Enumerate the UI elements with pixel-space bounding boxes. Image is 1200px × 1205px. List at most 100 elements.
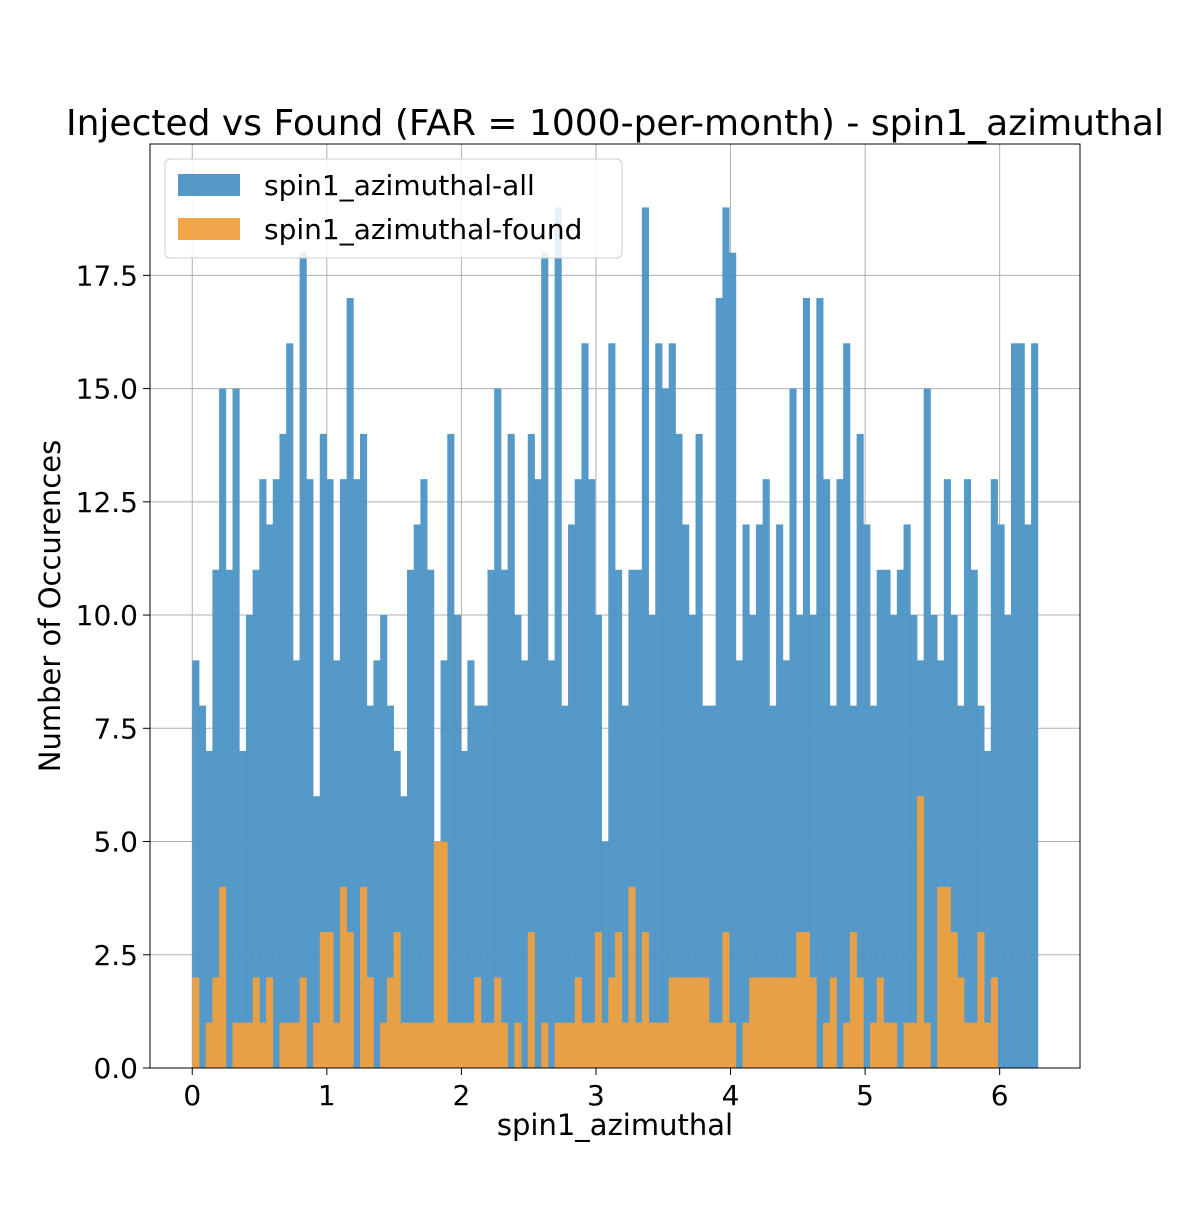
- histogram-bar: [628, 569, 636, 1068]
- histogram-bar: [755, 977, 764, 1068]
- histogram-bar: [453, 615, 462, 1068]
- histogram-bar: [883, 1022, 891, 1068]
- histogram-bar: [789, 977, 797, 1068]
- histogram-bar: [755, 524, 764, 1068]
- x-tick-label: 5: [856, 1079, 874, 1112]
- histogram-bar: [474, 705, 482, 1068]
- histogram-bar: [286, 343, 294, 1068]
- histogram-bar: [406, 1022, 415, 1068]
- histogram-bar: [333, 1022, 341, 1068]
- histogram-bar: [467, 1022, 475, 1068]
- histogram-bar: [266, 977, 274, 1068]
- histogram-bar: [514, 615, 522, 1068]
- histogram-bar: [688, 615, 696, 1068]
- histogram-bar: [393, 932, 401, 1068]
- histogram-bar: [870, 705, 878, 1068]
- histogram-bar: [292, 660, 301, 1068]
- y-tick-label: 2.5: [93, 939, 138, 972]
- histogram-bar: [198, 705, 207, 1068]
- histogram-bar: [823, 1022, 831, 1068]
- histogram-bar: [192, 977, 200, 1068]
- series-found-bars: [192, 796, 998, 1068]
- histogram-bar: [769, 977, 777, 1068]
- histogram-bar: [635, 1022, 643, 1068]
- histogram-bar: [715, 1022, 723, 1068]
- histogram-bar: [608, 977, 616, 1068]
- histogram-bar: [447, 1022, 455, 1068]
- histogram-bar: [708, 1022, 717, 1068]
- histogram-bar: [843, 1022, 851, 1068]
- histogram-bar: [870, 1022, 878, 1068]
- histogram-bar: [480, 705, 488, 1068]
- histogram-bar: [997, 524, 1005, 1068]
- histogram-bar: [742, 1022, 750, 1068]
- histogram-bar: [541, 252, 549, 1069]
- histogram-bar: [735, 660, 743, 1068]
- histogram-bar: [205, 1022, 213, 1068]
- histogram-bar: [259, 479, 267, 1068]
- x-axis-label: spin1_azimuthal: [497, 1108, 733, 1142]
- y-tick-label: 10.0: [76, 599, 138, 632]
- histogram-bar: [554, 1022, 562, 1068]
- histogram-bar: [507, 433, 515, 1069]
- histogram-bar: [561, 705, 569, 1068]
- histogram-bar: [977, 932, 985, 1068]
- y-tick-label: 7.5: [93, 712, 138, 745]
- histogram-bar: [487, 1022, 495, 1068]
- histogram-bar: [386, 977, 394, 1068]
- histogram-bar: [957, 705, 965, 1068]
- chart-title: Injected vs Found (FAR = 1000-per-month)…: [66, 103, 1164, 144]
- histogram-bar: [836, 479, 844, 1068]
- histogram-bar: [849, 932, 857, 1068]
- histogram-bar: [1010, 343, 1019, 1068]
- x-tick-label: 0: [183, 1079, 201, 1112]
- histogram-bar: [729, 252, 737, 1069]
- histogram-bar: [876, 977, 884, 1068]
- histogram-bar: [648, 1022, 656, 1068]
- histogram-bar: [245, 1022, 254, 1068]
- histogram-bar: [420, 1022, 428, 1068]
- histogram-bar: [943, 479, 951, 1068]
- histogram-bar: [514, 1022, 522, 1068]
- histogram-bar: [641, 207, 649, 1069]
- histogram-bar: [910, 1022, 918, 1068]
- histogram-bar: [319, 932, 327, 1068]
- histogram-bar: [990, 479, 998, 1068]
- histogram-bar: [675, 977, 683, 1068]
- histogram-bar: [796, 932, 804, 1068]
- histogram-bar: [688, 977, 696, 1068]
- histogram-bar: [460, 1022, 468, 1068]
- histogram-bar: [279, 433, 287, 1069]
- y-tick-label: 17.5: [76, 259, 138, 292]
- histogram-bar: [212, 977, 220, 1068]
- histogram-bar: [769, 705, 777, 1068]
- histogram-bar: [896, 569, 904, 1068]
- histogram-bar: [601, 841, 609, 1068]
- histogram-bar: [742, 524, 750, 1068]
- histogram-bar: [292, 1022, 301, 1068]
- histogram-bar: [668, 343, 676, 1068]
- legend-label: spin1_azimuthal-all: [264, 169, 535, 202]
- x-tick-label: 3: [587, 1079, 605, 1112]
- histogram-bar: [722, 932, 730, 1068]
- histogram-bar: [299, 252, 307, 1069]
- histogram-bar: [729, 1022, 737, 1068]
- histogram-bar: [460, 750, 468, 1068]
- histogram-bar: [279, 1022, 287, 1068]
- histogram-bar: [393, 750, 401, 1068]
- y-tick-label: 0.0: [93, 1052, 138, 1085]
- histogram-bar: [762, 479, 770, 1068]
- histogram-bar: [782, 660, 790, 1068]
- histogram-bar: [937, 660, 945, 1068]
- histogram-bar: [695, 977, 703, 1068]
- histogram-bar: [373, 660, 381, 1068]
- histogram-bar: [326, 932, 334, 1068]
- histogram-bar: [574, 977, 582, 1068]
- histogram-bar: [313, 1022, 321, 1068]
- x-tick-label: 1: [318, 1079, 336, 1112]
- histogram-bar: [648, 615, 656, 1068]
- histogram-bar: [232, 388, 240, 1068]
- histogram-bar: [427, 569, 435, 1068]
